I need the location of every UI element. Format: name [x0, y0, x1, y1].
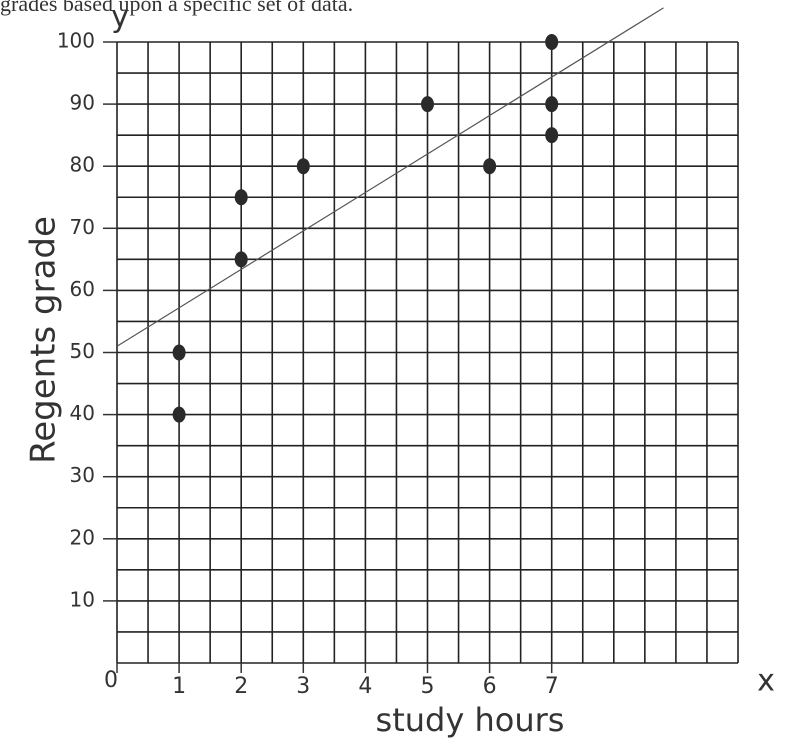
x-tick-label: 2	[234, 674, 248, 699]
x-tick-label: 1	[172, 674, 186, 699]
x-tick-label: 3	[296, 674, 310, 699]
y-tick-label: 20	[70, 525, 95, 549]
data-point	[234, 251, 248, 268]
y-tick-label: 80	[70, 153, 95, 177]
y-tick-label: 100	[57, 29, 95, 53]
data-point	[545, 34, 559, 50]
y-tick-label: 30	[70, 463, 95, 487]
y-tick-label: 90	[70, 91, 95, 115]
y-tick-label: 60	[70, 277, 95, 301]
x-axis-label: study hours	[376, 701, 565, 739]
y-axis-name: y	[111, 0, 129, 35]
data-point	[296, 158, 310, 175]
data-point	[545, 127, 559, 144]
data-point	[172, 344, 186, 361]
y-tick-label: 50	[70, 339, 95, 363]
header-text: grades based upon a specific set of data…	[0, 0, 353, 16]
data-point	[234, 189, 248, 206]
data-point	[172, 406, 186, 423]
x-tick-label: 6	[483, 674, 497, 699]
x-tick-label: 7	[545, 674, 559, 699]
trend-line	[116, 7, 664, 347]
y-tick-label: 70	[70, 215, 95, 239]
x-tick-label: 0	[104, 668, 118, 693]
data-point	[421, 96, 434, 113]
x-axis-name: x	[757, 664, 775, 699]
y-axis-label: Regents grade	[24, 216, 64, 464]
data-point	[483, 158, 497, 175]
x-tick-label: 5	[421, 674, 435, 699]
y-tick-label: 10	[70, 587, 95, 611]
data-point	[545, 96, 559, 113]
x-tick-label: 4	[358, 674, 372, 699]
y-tick-label: 40	[70, 401, 95, 425]
